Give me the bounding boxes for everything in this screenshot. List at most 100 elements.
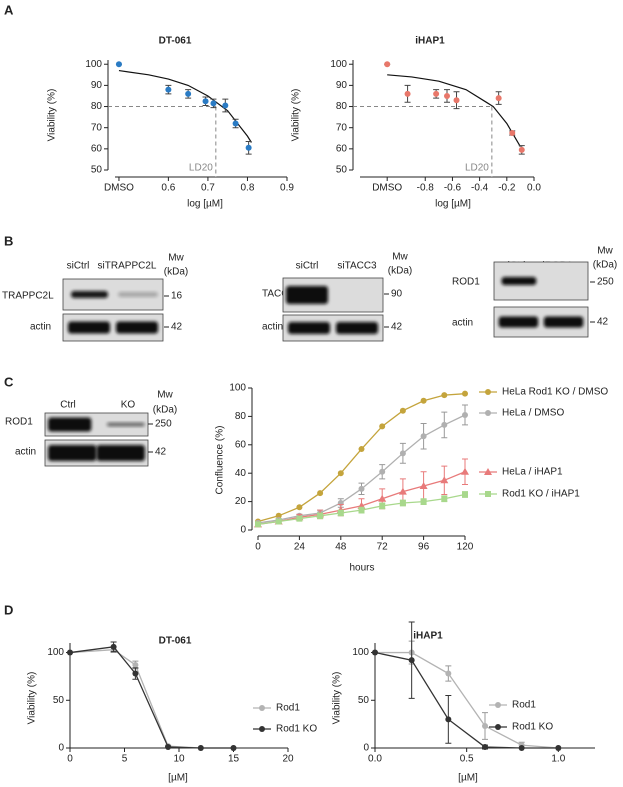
western-blot: Ctrl KO Mw (kDa) ROD1 250 actin 42: [5, 390, 177, 467]
blot-band: [501, 277, 537, 285]
x-tick-label: 0: [67, 754, 73, 765]
marker: [419, 481, 428, 489]
marker: [275, 518, 282, 525]
blot-band: [286, 286, 328, 304]
marker: [255, 521, 261, 528]
marker: [358, 507, 365, 514]
x-tick-label: 120: [457, 542, 474, 553]
y-tick-label: 80: [91, 101, 103, 112]
marker: [115, 61, 122, 68]
y-tick-label: 90: [336, 80, 348, 91]
blot-band: [116, 321, 158, 334]
blot-band: [68, 321, 110, 334]
marker: [399, 407, 406, 414]
blot-band: [48, 417, 92, 432]
marker: [555, 745, 562, 751]
legend-label: Rod1: [512, 700, 536, 711]
x-tick-label: 48: [335, 542, 347, 553]
y-tick-label: 50: [91, 165, 103, 176]
chart-title: DT-061: [159, 636, 192, 647]
marker: [197, 745, 204, 751]
series-line: [69, 649, 234, 749]
mw-header: (kDa): [593, 260, 617, 271]
marker: [485, 389, 491, 395]
protein-label: ROD1: [5, 417, 33, 428]
y-tick-label: 60: [235, 439, 247, 450]
mw-label: 42: [155, 447, 167, 458]
legend-label: Rod1 KO: [276, 724, 317, 735]
mw-label: 250: [155, 419, 172, 430]
marker: [420, 397, 427, 404]
lane-label: siCtrl: [67, 261, 90, 272]
marker: [484, 468, 492, 475]
marker: [461, 467, 469, 475]
marker: [379, 502, 386, 509]
marker: [399, 450, 406, 457]
x-tick-label: 15: [228, 754, 240, 765]
marker: [440, 476, 449, 484]
mw-label: 16: [171, 291, 183, 302]
protein-label: actin: [452, 318, 473, 329]
marker: [378, 494, 387, 502]
marker: [132, 661, 139, 668]
x-tick-label: 0.9: [280, 183, 294, 194]
legend-label: HeLa / DMSO: [502, 408, 564, 419]
marker: [441, 392, 448, 399]
panel-label: B: [4, 233, 13, 248]
y-tick-label: 50: [336, 165, 348, 176]
mw-header: (kDa): [153, 405, 177, 416]
x-axis-label: hours: [349, 563, 374, 574]
marker: [379, 423, 386, 430]
blot-band: [96, 445, 145, 461]
blot-band: [106, 422, 145, 427]
protein-label: TRAPPC2L: [2, 291, 54, 302]
marker: [485, 491, 491, 497]
chart: iHAP1 log [µM] Viability (%) 50 60 70 80 90 100 D…: [291, 36, 542, 210]
x-axis-label: [µM]: [458, 773, 478, 784]
marker: [518, 745, 525, 751]
x-tick-label: 0.0: [527, 183, 541, 194]
y-tick-label: 100: [85, 59, 102, 70]
legend-label: Rod1 KO: [512, 722, 553, 733]
marker: [202, 98, 209, 105]
y-axis-label: Viability (%): [291, 89, 302, 142]
protein-label: actin: [15, 447, 36, 458]
blot-band: [498, 316, 539, 328]
mw-header: (kDa): [164, 267, 188, 278]
marker: [441, 421, 448, 428]
mw-label: 90: [391, 289, 403, 300]
mw-header: Mw: [157, 390, 173, 401]
marker: [165, 744, 172, 751]
mw-label: 250: [597, 277, 614, 288]
y-axis-label: Viability (%): [27, 672, 38, 725]
y-axis-label: Viability (%): [47, 89, 58, 142]
x-tick-label: 0: [255, 542, 261, 553]
x-tick-label: 72: [377, 542, 389, 553]
y-tick-label: 20: [235, 496, 247, 507]
fit-curve: [387, 74, 521, 148]
marker: [408, 657, 415, 664]
mw-header: Mw: [392, 252, 408, 263]
protein-label: ROD1: [452, 277, 480, 288]
marker: [399, 500, 406, 507]
panel-label: C: [4, 374, 14, 389]
y-tick-label: 100: [330, 59, 347, 70]
marker: [296, 504, 303, 511]
marker: [337, 509, 344, 516]
x-tick-label: 5: [122, 754, 128, 765]
marker: [358, 446, 365, 453]
x-tick-label: 0.6: [161, 183, 175, 194]
marker: [462, 411, 468, 418]
marker: [317, 512, 324, 519]
marker: [444, 92, 450, 99]
panel-label: D: [4, 602, 13, 617]
marker: [358, 485, 365, 492]
chart-title: iHAP1: [415, 36, 445, 47]
x-tick-label: 0.5: [460, 754, 474, 765]
western-blot: siCtrl siTACC3 Mw (kDa) TACC3 90 actin 42: [262, 252, 412, 342]
y-tick-label: 80: [235, 411, 247, 422]
x-axis-label: log [µM]: [187, 199, 223, 210]
